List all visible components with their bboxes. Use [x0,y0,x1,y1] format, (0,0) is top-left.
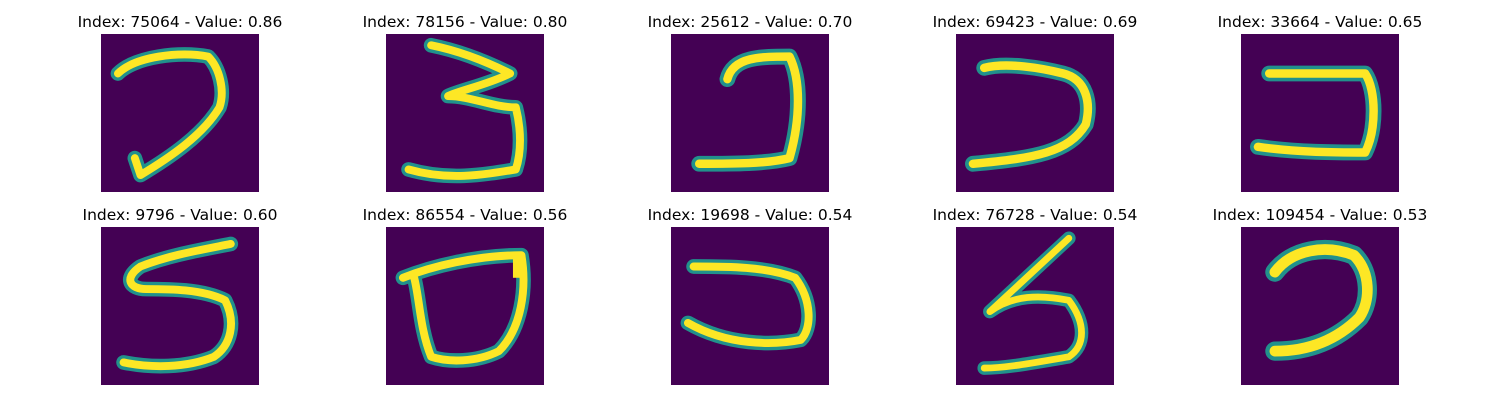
digit-image [1241,34,1399,192]
panel-title: Index: 86554 - Value: 0.56 [315,205,615,225]
panel-title: Index: 9796 - Value: 0.60 [30,205,330,225]
digit-image [956,227,1114,385]
image-panel: Index: 25612 - Value: 0.70 [600,12,900,192]
panel-title: Index: 33664 - Value: 0.65 [1170,12,1470,32]
digit-image [671,34,829,192]
image-panel: Index: 69423 - Value: 0.69 [885,12,1185,192]
panel-title: Index: 75064 - Value: 0.86 [30,12,330,32]
panel-title: Index: 78156 - Value: 0.80 [315,12,615,32]
image-panel: Index: 76728 - Value: 0.54 [885,205,1185,385]
panel-title: Index: 76728 - Value: 0.54 [885,205,1185,225]
digit-image [101,227,259,385]
panel-title: Index: 19698 - Value: 0.54 [600,205,900,225]
image-panel: Index: 19698 - Value: 0.54 [600,205,900,385]
image-panel: Index: 9796 - Value: 0.60 [30,205,330,385]
image-panel: Index: 109454 - Value: 0.53 [1170,205,1470,385]
panel-title: Index: 69423 - Value: 0.69 [885,12,1185,32]
digit-image [671,227,829,385]
digit-image [1241,227,1399,385]
image-panel: Index: 75064 - Value: 0.86 [30,12,330,192]
panel-title: Index: 25612 - Value: 0.70 [600,12,900,32]
digit-image [386,34,544,192]
image-panel: Index: 78156 - Value: 0.80 [315,12,615,192]
panel-title: Index: 109454 - Value: 0.53 [1170,205,1470,225]
image-panel: Index: 86554 - Value: 0.56 [315,205,615,385]
digit-image [101,34,259,192]
image-panel: Index: 33664 - Value: 0.65 [1170,12,1470,192]
digit-image [956,34,1114,192]
digit-image [386,227,544,385]
